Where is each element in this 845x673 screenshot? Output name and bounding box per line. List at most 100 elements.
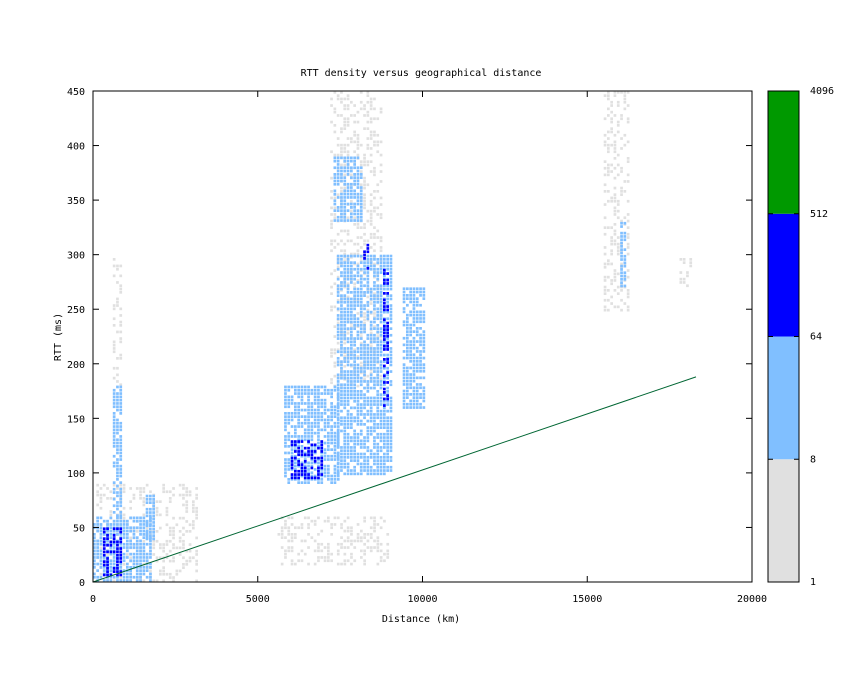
x-tick-label: 10000 — [407, 594, 437, 605]
heatmap-cell — [106, 487, 109, 490]
heatmap-cell — [300, 464, 304, 468]
heatmap-cell — [307, 385, 310, 389]
heatmap-cell — [340, 523, 343, 526]
heatmap-cell — [613, 206, 617, 210]
heatmap-cell — [350, 380, 353, 383]
heatmap-cell — [402, 350, 406, 353]
heatmap-cell — [356, 312, 360, 315]
heatmap-cell — [350, 446, 353, 449]
heatmap-cell — [386, 317, 389, 321]
heatmap-cell — [129, 516, 132, 520]
heatmap-cell — [320, 418, 324, 422]
heatmap-cell — [135, 572, 139, 576]
heatmap-cell — [422, 290, 426, 294]
heatmap-cell — [422, 369, 426, 373]
heatmap-cell — [350, 297, 353, 301]
heatmap-cell — [333, 412, 337, 415]
heatmap-cell — [607, 170, 610, 173]
heatmap-cell — [93, 552, 96, 556]
heatmap-cell — [383, 462, 386, 466]
heatmap-cell — [353, 396, 356, 400]
heatmap-cell — [162, 487, 165, 490]
heatmap-cell — [307, 431, 310, 435]
heatmap-cell — [353, 314, 356, 317]
heatmap-cell — [366, 91, 370, 94]
heatmap-cell — [303, 466, 307, 470]
heatmap-cell — [152, 543, 156, 546]
heatmap-cell — [290, 474, 294, 478]
heatmap-cell — [333, 468, 337, 471]
heatmap-cell — [340, 307, 343, 311]
heatmap-cell — [363, 312, 366, 315]
heatmap-cell — [613, 242, 617, 246]
heatmap-cell — [172, 493, 175, 497]
heatmap-cell — [422, 340, 426, 343]
heatmap-cell — [369, 536, 373, 539]
heatmap-cell — [386, 416, 389, 420]
heatmap-cell — [284, 421, 287, 425]
heatmap-cell — [346, 320, 350, 324]
heatmap-cell — [616, 130, 620, 134]
heatmap-cell — [363, 370, 366, 373]
heatmap-cell — [386, 292, 389, 295]
heatmap-cell — [145, 542, 149, 546]
heatmap-cell — [112, 324, 116, 327]
heatmap-cell — [356, 133, 360, 137]
heatmap-cell — [310, 461, 314, 465]
heatmap-cell — [415, 310, 419, 314]
heatmap-cell — [406, 376, 409, 380]
heatmap-cell — [613, 209, 617, 213]
heatmap-cell — [343, 107, 347, 111]
heatmap-cell — [300, 453, 304, 457]
heatmap-cell — [330, 292, 333, 295]
heatmap-cell — [366, 429, 370, 433]
heatmap-cell — [178, 493, 182, 497]
heatmap-cell — [313, 562, 317, 566]
heatmap-cell — [300, 523, 304, 526]
heatmap-cell — [383, 409, 386, 413]
heatmap-cell — [284, 405, 287, 409]
heatmap-cell — [119, 438, 123, 442]
heatmap-cell — [369, 469, 373, 472]
heatmap-cell — [142, 497, 146, 500]
heatmap-cell — [356, 182, 360, 186]
heatmap-cell — [297, 438, 300, 442]
heatmap-cell — [616, 285, 620, 289]
heatmap-cell — [359, 370, 363, 373]
heatmap-cell — [415, 300, 419, 304]
heatmap-cell — [185, 563, 189, 566]
heatmap-cell — [122, 536, 126, 539]
heatmap-cell — [389, 396, 393, 400]
heatmap-cell — [369, 302, 373, 305]
heatmap-cell — [300, 559, 304, 563]
heatmap-cell — [290, 468, 294, 471]
heatmap-cell — [402, 366, 406, 370]
heatmap-cell — [109, 543, 113, 547]
heatmap-cell — [376, 267, 380, 271]
heatmap-cell — [195, 559, 198, 563]
heatmap-cell — [327, 421, 330, 425]
heatmap-cell — [373, 436, 376, 439]
heatmap-cell — [679, 277, 683, 281]
heatmap-cell — [603, 246, 607, 249]
heatmap-cell — [379, 516, 383, 520]
heatmap-cell — [106, 543, 109, 547]
heatmap-cell — [603, 133, 607, 137]
heatmap-cell — [116, 408, 119, 412]
heatmap-cell — [616, 173, 620, 177]
heatmap-cell — [132, 533, 136, 536]
heatmap-cell — [155, 510, 159, 513]
heatmap-cell — [307, 428, 310, 432]
heatmap-cell — [406, 406, 409, 409]
heatmap-cell — [135, 530, 139, 533]
heatmap-cell — [366, 100, 370, 104]
heatmap-cell — [159, 543, 162, 546]
heatmap-cell — [620, 231, 623, 235]
heatmap-cell — [389, 347, 393, 350]
heatmap-cell — [383, 391, 386, 394]
heatmap-cell — [607, 114, 610, 117]
heatmap-cell — [386, 390, 389, 393]
heatmap-cell — [346, 295, 350, 299]
heatmap-cell — [99, 493, 103, 497]
heatmap-cell — [343, 452, 347, 456]
